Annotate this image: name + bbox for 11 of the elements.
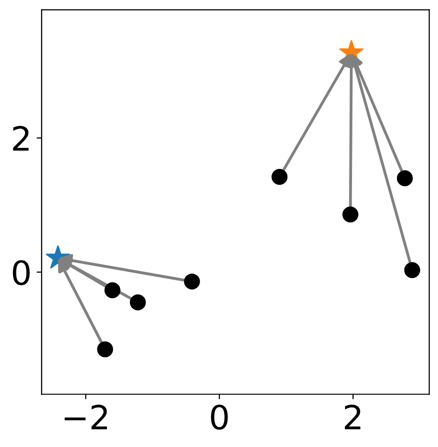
point — [184, 274, 200, 290]
point — [342, 206, 358, 222]
point — [104, 282, 120, 298]
point — [404, 262, 420, 278]
point — [97, 341, 114, 358]
x-tick-label: 0 — [210, 404, 228, 430]
x-tick-label: 2 — [344, 404, 360, 430]
point — [396, 170, 413, 186]
point — [272, 168, 288, 185]
x-tick-label: −2 — [64, 404, 107, 430]
point — [130, 294, 146, 310]
